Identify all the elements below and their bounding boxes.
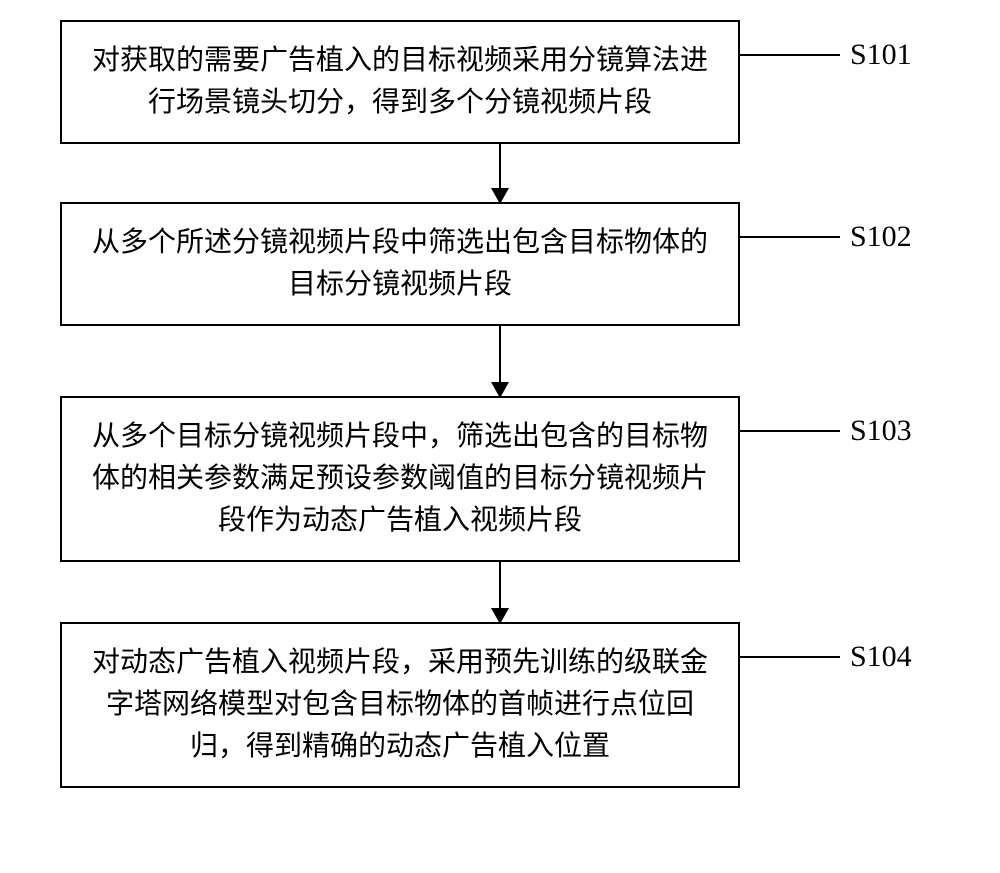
step-2-text: 从多个所述分镜视频片段中筛选出包含目标物体的目标分镜视频片段 xyxy=(92,227,708,300)
step-1-box: 对获取的需要广告植入的目标视频采用分镜算法进行场景镜头切分，得到多个分镜视频片段 xyxy=(60,20,740,144)
arrow-2 xyxy=(499,326,501,396)
step-2-box: 从多个所述分镜视频片段中筛选出包含目标物体的目标分镜视频片段 xyxy=(60,202,740,326)
step-1-label: S101 xyxy=(850,38,912,72)
step-3-text: 从多个目标分镜视频片段中，筛选出包含的目标物体的相关参数满足预设参数阈值的目标分… xyxy=(92,421,708,536)
step-1-connector: S101 xyxy=(740,38,912,72)
step-3-label: S103 xyxy=(850,414,912,448)
arrow-1-container xyxy=(160,144,840,202)
step-4-container: 对动态广告植入视频片段，采用预先训练的级联金字塔网络模型对包含目标物体的首帧进行… xyxy=(60,622,940,788)
step-4-box: 对动态广告植入视频片段，采用预先训练的级联金字塔网络模型对包含目标物体的首帧进行… xyxy=(60,622,740,788)
connector-line-4 xyxy=(740,656,840,658)
arrow-1 xyxy=(499,144,501,202)
step-4-connector: S104 xyxy=(740,640,912,674)
step-2-label: S102 xyxy=(850,220,912,254)
step-1-container: 对获取的需要广告植入的目标视频采用分镜算法进行场景镜头切分，得到多个分镜视频片段… xyxy=(60,20,940,144)
step-3-connector: S103 xyxy=(740,414,912,448)
arrow-3-container xyxy=(160,562,840,622)
arrow-2-container xyxy=(160,326,840,396)
connector-line-1 xyxy=(740,54,840,56)
step-2-container: 从多个所述分镜视频片段中筛选出包含目标物体的目标分镜视频片段 S102 xyxy=(60,202,940,326)
step-4-label: S104 xyxy=(850,640,912,674)
connector-line-3 xyxy=(740,430,840,432)
step-1-text: 对获取的需要广告植入的目标视频采用分镜算法进行场景镜头切分，得到多个分镜视频片段 xyxy=(92,45,708,118)
arrow-3 xyxy=(499,562,501,622)
step-3-box: 从多个目标分镜视频片段中，筛选出包含的目标物体的相关参数满足预设参数阈值的目标分… xyxy=(60,396,740,562)
step-4-text: 对动态广告植入视频片段，采用预先训练的级联金字塔网络模型对包含目标物体的首帧进行… xyxy=(92,647,708,762)
flowchart-container: 对获取的需要广告植入的目标视频采用分镜算法进行场景镜头切分，得到多个分镜视频片段… xyxy=(60,20,940,788)
step-3-container: 从多个目标分镜视频片段中，筛选出包含的目标物体的相关参数满足预设参数阈值的目标分… xyxy=(60,396,940,562)
step-2-connector: S102 xyxy=(740,220,912,254)
connector-line-2 xyxy=(740,236,840,238)
